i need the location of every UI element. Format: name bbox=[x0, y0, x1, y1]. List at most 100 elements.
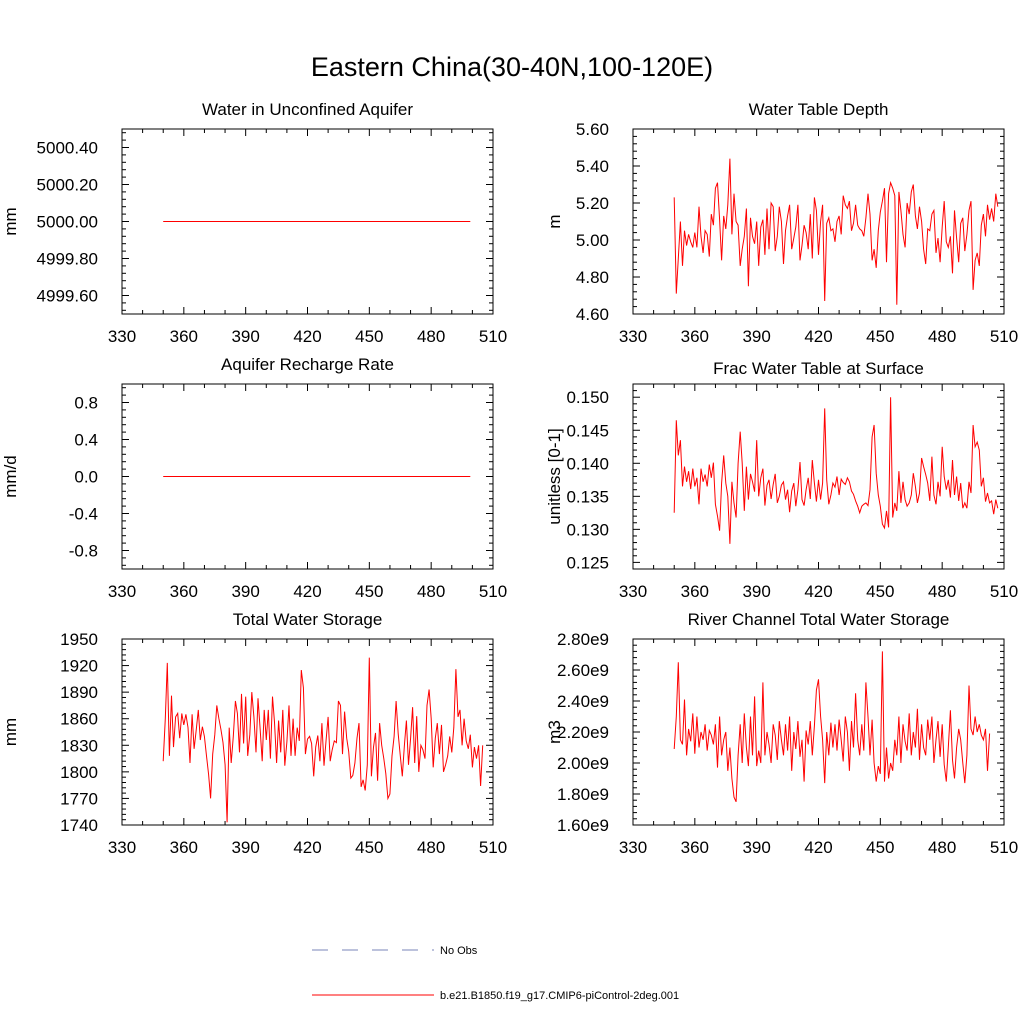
x-tick-label: 480 bbox=[928, 327, 956, 346]
panel-1: Water in Unconfined Aquifer 330 360 390 420 4… bbox=[1, 100, 507, 346]
x-tick-label: 510 bbox=[479, 838, 507, 857]
y-tick-label: 1770 bbox=[60, 789, 98, 808]
y-tick-label: 1860 bbox=[60, 710, 98, 729]
x-tick-label: 390 bbox=[742, 582, 770, 601]
y-tick-label: 2.00e9 bbox=[557, 754, 609, 773]
y-tick-label: 1.60e9 bbox=[557, 816, 609, 835]
y-axis-label: m3 bbox=[545, 720, 564, 744]
legend-label: b.e21.B1850.f19_g17.CMIP6-piControl-2deg… bbox=[440, 990, 679, 1002]
x-tick-label: 420 bbox=[293, 327, 321, 346]
y-tick-label: 1800 bbox=[60, 763, 98, 782]
x-tick-label: 450 bbox=[866, 582, 894, 601]
y-tick-label: 2.20e9 bbox=[557, 723, 609, 742]
y-tick-label: 5.60 bbox=[576, 120, 609, 139]
y-tick-label: 0.8 bbox=[74, 394, 98, 413]
y-tick-label: 1830 bbox=[60, 736, 98, 755]
x-tick-label: 330 bbox=[108, 327, 136, 346]
y-tick-label: 0.135 bbox=[566, 487, 609, 506]
series-line bbox=[673, 397, 999, 544]
y-tick-label: 0.4 bbox=[74, 431, 98, 450]
y-tick-label: -0.8 bbox=[69, 542, 98, 561]
panel-4: Frac Water Table at Surface 330 360 390 420 4… bbox=[545, 359, 1018, 601]
x-tick-label: 450 bbox=[866, 327, 894, 346]
y-tick-label: 1890 bbox=[60, 683, 98, 702]
x-tick-label: 450 bbox=[866, 838, 894, 857]
legend-label: No Obs bbox=[440, 945, 478, 957]
panel-2: Water Table Depth 330 360 390 420 450 480 510 4.… bbox=[545, 100, 1018, 346]
y-tick-label: 2.40e9 bbox=[557, 692, 609, 711]
y-tick-label: 0.125 bbox=[566, 553, 609, 572]
y-tick-label: 2.60e9 bbox=[557, 661, 609, 680]
panel-6: River Channel Total Water Storage 330 360 3… bbox=[545, 610, 1018, 857]
y-tick-label: 5.00 bbox=[576, 231, 609, 250]
x-tick-label: 360 bbox=[170, 327, 198, 346]
x-tick-label: 480 bbox=[417, 838, 445, 857]
panel-3: Aquifer Recharge Rate 330 360 390 420 450 480 5… bbox=[1, 355, 507, 601]
y-axis-label: m bbox=[545, 214, 564, 228]
y-axis-label: mm bbox=[1, 207, 20, 235]
plot-frame bbox=[632, 383, 1005, 570]
x-tick-label: 480 bbox=[928, 838, 956, 857]
x-tick-label: 510 bbox=[479, 327, 507, 346]
x-tick-label: 450 bbox=[355, 582, 383, 601]
x-tick-label: 450 bbox=[355, 838, 383, 857]
y-tick-label: 5000.00 bbox=[37, 213, 98, 232]
x-tick-label: 420 bbox=[804, 838, 832, 857]
x-tick-label: 480 bbox=[928, 582, 956, 601]
figure-title: Eastern China(30-40N,100-120E) bbox=[310, 52, 714, 82]
x-tick-label: 420 bbox=[293, 582, 321, 601]
y-axis-label: unitless [0-1] bbox=[545, 428, 564, 524]
x-tick-label: 360 bbox=[681, 838, 709, 857]
y-tick-label: 2.80e9 bbox=[557, 630, 609, 649]
y-tick-label: 4999.80 bbox=[37, 250, 98, 269]
x-tick-label: 360 bbox=[170, 582, 198, 601]
x-tick-label: 510 bbox=[990, 838, 1018, 857]
x-tick-label: 330 bbox=[108, 582, 136, 601]
y-tick-label: 0.150 bbox=[566, 388, 609, 407]
x-tick-label: 390 bbox=[231, 327, 259, 346]
series-line bbox=[162, 657, 484, 823]
series-line bbox=[673, 158, 999, 305]
plot-frame bbox=[632, 128, 1005, 315]
x-tick-label: 450 bbox=[355, 327, 383, 346]
y-tick-label: 1920 bbox=[60, 657, 98, 676]
y-tick-label: 0.140 bbox=[566, 454, 609, 473]
x-tick-label: 420 bbox=[804, 327, 832, 346]
y-tick-label: 1950 bbox=[60, 630, 98, 649]
y-tick-label: 0.130 bbox=[566, 520, 609, 539]
y-tick-label: 1.80e9 bbox=[557, 785, 609, 804]
y-tick-label: 5.40 bbox=[576, 157, 609, 176]
panel-title: Frac Water Table at Surface bbox=[713, 359, 924, 378]
y-tick-label: -0.4 bbox=[69, 505, 98, 524]
y-tick-label: 5.20 bbox=[576, 194, 609, 213]
x-tick-label: 420 bbox=[293, 838, 321, 857]
y-axis-label: mm/d bbox=[1, 455, 20, 498]
y-tick-label: 4.60 bbox=[576, 305, 609, 324]
x-tick-label: 360 bbox=[681, 327, 709, 346]
panel-title: Total Water Storage bbox=[233, 610, 383, 629]
x-tick-label: 360 bbox=[170, 838, 198, 857]
series-line bbox=[673, 651, 991, 803]
x-tick-label: 330 bbox=[619, 327, 647, 346]
x-tick-label: 510 bbox=[990, 582, 1018, 601]
panel-5: Total Water Storage 330 360 390 420 450 480 510… bbox=[1, 610, 507, 857]
y-tick-label: 1740 bbox=[60, 816, 98, 835]
y-tick-label: 0.145 bbox=[566, 421, 609, 440]
x-tick-label: 390 bbox=[231, 582, 259, 601]
y-tick-label: 4.80 bbox=[576, 268, 609, 287]
y-axis-label: mm bbox=[1, 718, 20, 746]
y-tick-label: 5000.40 bbox=[37, 139, 98, 158]
x-tick-label: 390 bbox=[231, 838, 259, 857]
y-tick-label: 0.0 bbox=[74, 468, 98, 487]
panel-title: Water in Unconfined Aquifer bbox=[202, 100, 413, 119]
x-tick-label: 330 bbox=[108, 838, 136, 857]
y-tick-label: 5000.20 bbox=[37, 176, 98, 195]
panel-title: Aquifer Recharge Rate bbox=[221, 355, 394, 374]
x-tick-label: 330 bbox=[619, 582, 647, 601]
panel-title: Water Table Depth bbox=[749, 100, 889, 119]
x-tick-label: 390 bbox=[742, 838, 770, 857]
y-tick-label: 4999.60 bbox=[37, 287, 98, 306]
x-tick-label: 330 bbox=[619, 838, 647, 857]
